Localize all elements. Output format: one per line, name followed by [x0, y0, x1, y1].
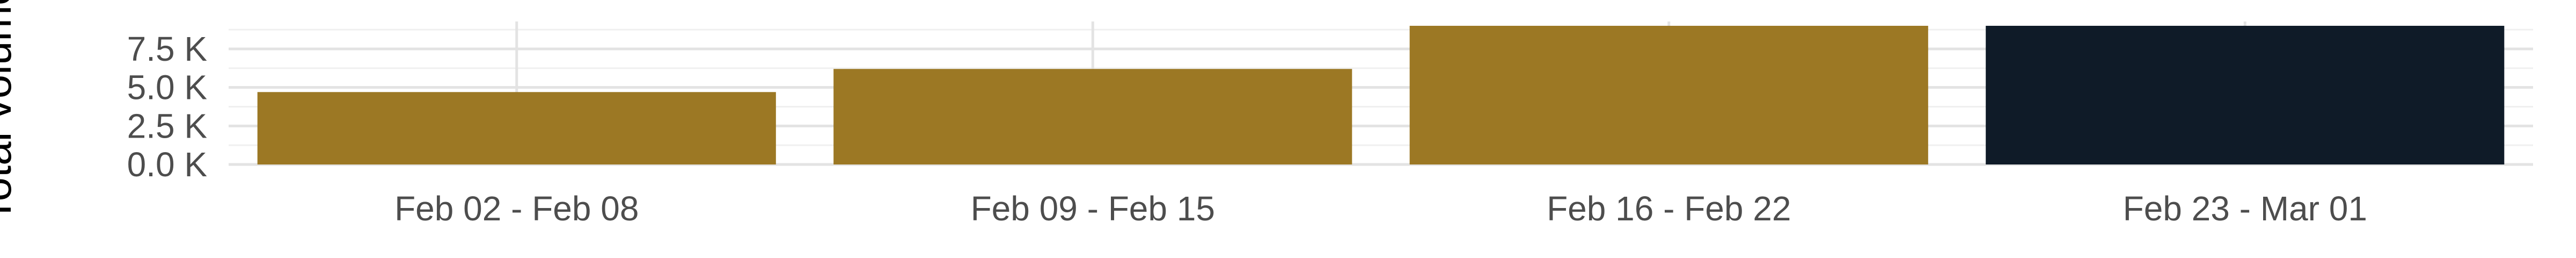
- bars: [257, 26, 2505, 164]
- y-tick-label: 0.0 K: [127, 145, 207, 184]
- bar: [833, 69, 1352, 164]
- bar: [1986, 26, 2505, 164]
- y-tick-label: 7.5 K: [127, 30, 207, 68]
- y-tick-label: 2.5 K: [127, 106, 207, 145]
- y-tick-label: 5.0 K: [127, 68, 207, 107]
- x-tick-label: Feb 23 - Mar 01: [2123, 189, 2367, 228]
- x-axis-tick-labels: Feb 02 - Feb 08 Feb 09 - Feb 15 Feb 16 - F…: [394, 189, 2367, 228]
- y-axis-title: Total volume: [0, 0, 20, 223]
- x-tick-label: Feb 02 - Feb 08: [394, 189, 639, 228]
- bar: [1409, 26, 1928, 164]
- x-tick-label: Feb 09 - Feb 15: [971, 189, 1215, 228]
- bar: [257, 92, 776, 164]
- y-axis-tick-labels: 0.0 K2.5 K5.0 K7.5 K: [127, 30, 207, 184]
- x-tick-label: Feb 16 - Feb 22: [1547, 189, 1791, 228]
